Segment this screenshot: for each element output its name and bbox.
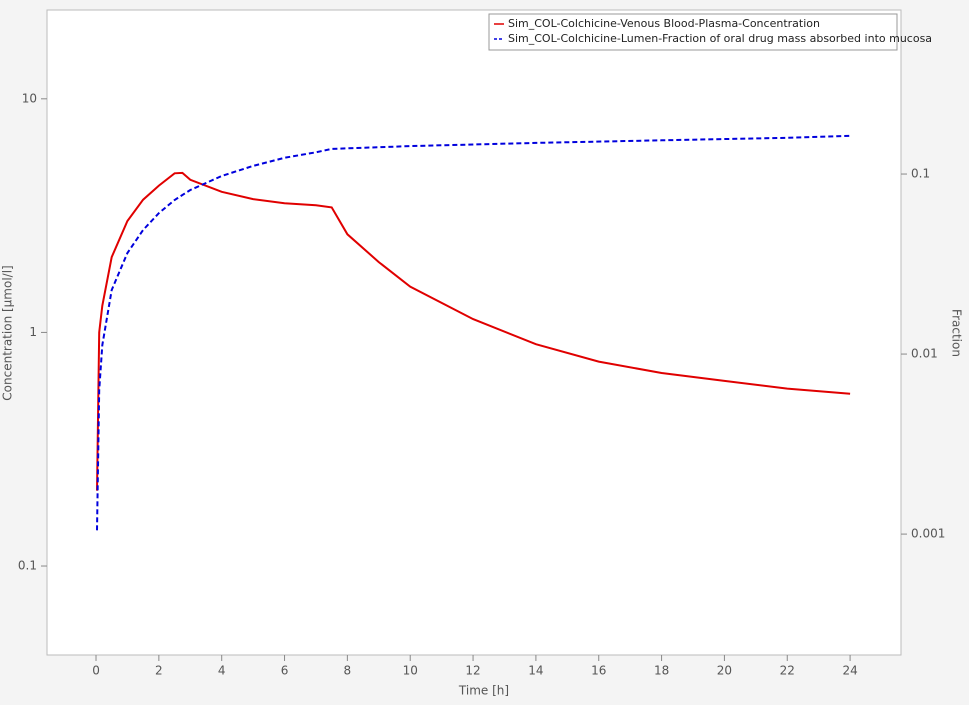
- y-tick-label: 0.1: [18, 559, 37, 573]
- x-tick-label: 2: [155, 664, 163, 678]
- x-tick-label: 18: [654, 664, 669, 678]
- series-line: [96, 134, 851, 531]
- x-tick-label: 8: [344, 664, 352, 678]
- x-tick-label: 14: [528, 664, 543, 678]
- y-tick-label: 10: [22, 91, 37, 105]
- x-tick-label: 20: [717, 664, 732, 678]
- plot-area: [46, 9, 902, 656]
- y2-tick-label: 0.1: [911, 167, 930, 181]
- y-tick-label: 1: [29, 325, 37, 339]
- x-tick-label: 22: [780, 664, 795, 678]
- x-tick-label: 10: [403, 664, 418, 678]
- series-line: [96, 171, 851, 491]
- legend-box: [488, 13, 898, 51]
- x-tick-label: 4: [218, 664, 226, 678]
- x-tick-label: 0: [92, 664, 100, 678]
- y2-tick-label: 0.001: [911, 527, 945, 541]
- x-axis-label: Time [h]: [458, 684, 509, 698]
- legend-label: Sim_COL-Colchicine-Lumen-Fraction of ora…: [508, 32, 932, 45]
- y-axis-label: Concentration [µmol/l]: [1, 265, 15, 400]
- y2-tick-label: 0.01: [911, 347, 938, 361]
- legend-label: Sim_COL-Colchicine-Venous Blood-Plasma-C…: [508, 17, 820, 30]
- x-tick-label: 24: [842, 664, 857, 678]
- y2-axis-label: Fraction: [950, 309, 964, 357]
- legend: Sim_COL-Colchicine-Venous Blood-Plasma-C…: [494, 17, 932, 45]
- x-tick-label: 12: [465, 664, 480, 678]
- x-tick-label: 6: [281, 664, 289, 678]
- x-tick-label: 16: [591, 664, 606, 678]
